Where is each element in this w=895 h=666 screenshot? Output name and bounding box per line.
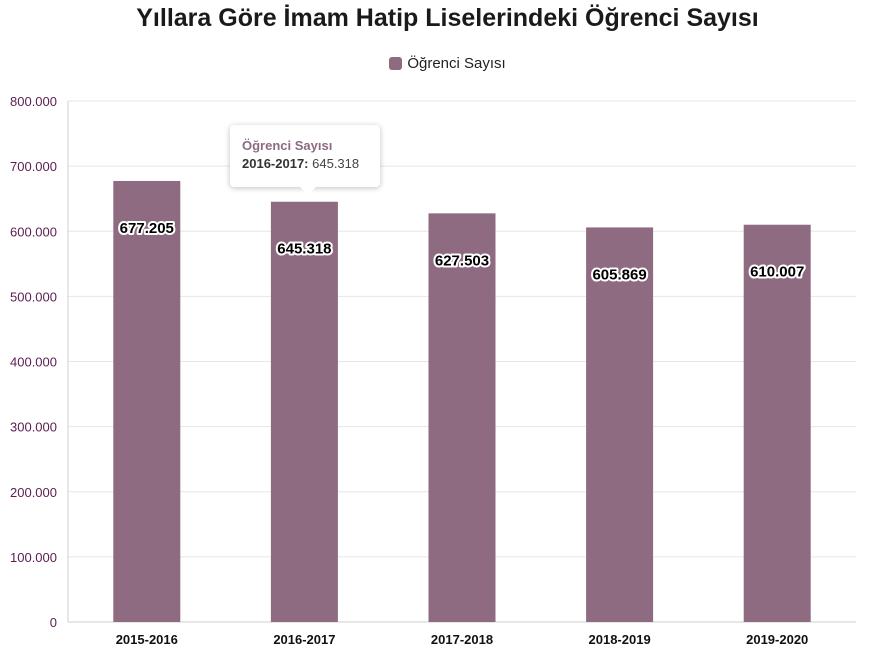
bar[interactable] xyxy=(270,201,338,623)
x-tick-label: 2016-2017 xyxy=(273,632,335,647)
legend[interactable]: Öğrenci Sayısı xyxy=(0,55,895,72)
legend-swatch xyxy=(389,57,403,70)
x-tick-label: 2018-2019 xyxy=(589,632,651,647)
data-label: 645.318 xyxy=(277,241,331,258)
data-label: 610.007 xyxy=(750,264,804,281)
bar[interactable] xyxy=(586,227,654,623)
x-tick-label: 2019-2020 xyxy=(746,632,808,647)
y-tick-label: 400.000 xyxy=(10,355,57,370)
tooltip-category: 2016-2017: xyxy=(242,156,309,171)
data-label: 627.503 xyxy=(435,252,489,269)
chart-title: Yıllara Göre İmam Hatip Liselerindeki Öğ… xyxy=(136,4,759,32)
tooltip: Öğrenci Sayısı 2016-2017: 645.318 xyxy=(230,125,380,195)
y-tick-label: 0 xyxy=(50,615,57,630)
y-tick-label: 300.000 xyxy=(10,420,57,435)
data-label: 605.869 xyxy=(592,266,646,283)
y-tick-label: 700.000 xyxy=(10,159,57,174)
bar[interactable] xyxy=(743,224,811,622)
x-tick-label: 2015-2016 xyxy=(116,632,178,647)
y-tick-label: 600.000 xyxy=(10,224,57,239)
tooltip-line: 2016-2017: 645.318 xyxy=(242,156,368,171)
tooltip-value: 645.318 xyxy=(312,156,360,171)
tooltip-arrow xyxy=(300,187,316,195)
y-tick-label: 100.000 xyxy=(10,550,57,565)
y-tick-label: 500.000 xyxy=(10,289,57,304)
x-tick-label: 2017-2018 xyxy=(431,632,493,647)
legend-label: Öğrenci Sayısı xyxy=(407,55,506,72)
y-tick-label: 200.000 xyxy=(10,485,57,500)
data-label: 677.205 xyxy=(120,220,174,237)
tooltip-series: Öğrenci Sayısı xyxy=(242,138,333,153)
bar[interactable] xyxy=(428,213,496,622)
y-tick-label: 800.000 xyxy=(10,94,57,109)
bar[interactable] xyxy=(113,180,181,622)
